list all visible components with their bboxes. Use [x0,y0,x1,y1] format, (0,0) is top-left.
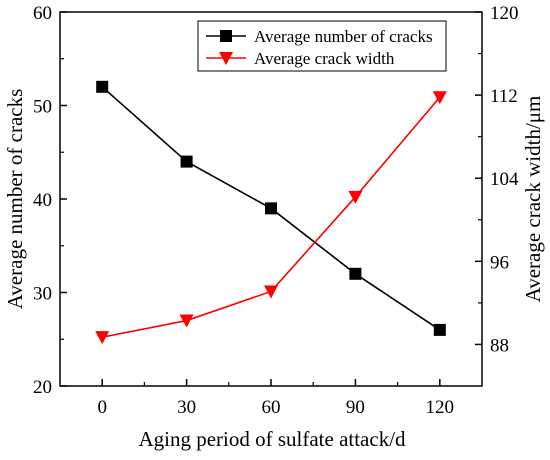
x-tick-label-0: 0 [97,397,107,418]
ticks-group: 0 30 60 90 120 20 30 40 50 60 88 96 104 112 120 [33,3,519,418]
y-left-tick-label-20: 20 [33,377,52,398]
legend-box [197,20,447,72]
y-right-tick-label-88: 88 [490,335,509,356]
legend: Average number of cracks Average crack wi… [197,20,447,72]
x-tick-label-120: 120 [426,397,455,418]
y-right-tick-label-104: 104 [490,169,519,190]
y-left-tick-label-50: 50 [33,97,52,118]
series-1-point-0 [95,331,110,345]
x-axis-title: Aging period of sulfate attack/d [138,427,406,451]
series-1-point-2 [264,285,278,299]
series-1-point-1 [179,314,194,328]
series-group [95,80,447,345]
y-left-tick-label-40: 40 [33,190,52,211]
x-tick-label-90: 90 [346,397,365,418]
series-1-point-3 [348,190,363,204]
legend-marker-1 [219,52,233,65]
y-axis-right-title: Average crack width/μm [521,96,545,303]
x-tick-label-60: 60 [262,397,281,418]
y-left-tick-label-30: 30 [33,284,52,305]
legend-label-0: Average number of cracks [254,27,433,46]
series-0-point-4 [433,323,446,336]
series-line-1 [102,96,441,338]
series-0-point-1 [180,155,193,168]
x-tick-label-30: 30 [177,397,196,418]
y-left-tick-label-60: 60 [33,3,52,24]
series-1-point-4 [432,91,447,105]
y-right-tick-label-112: 112 [490,86,518,107]
legend-label-1: Average crack width [254,49,395,68]
y-right-tick-label-96: 96 [490,252,509,273]
legend-marker-0 [220,30,232,42]
y-axis-left-title: Average number of cracks [3,89,27,310]
series-0-point-0 [96,80,109,93]
y-right-tick-label-120: 120 [490,3,519,24]
series-0-point-2 [265,202,277,215]
series-0-point-3 [349,267,362,280]
